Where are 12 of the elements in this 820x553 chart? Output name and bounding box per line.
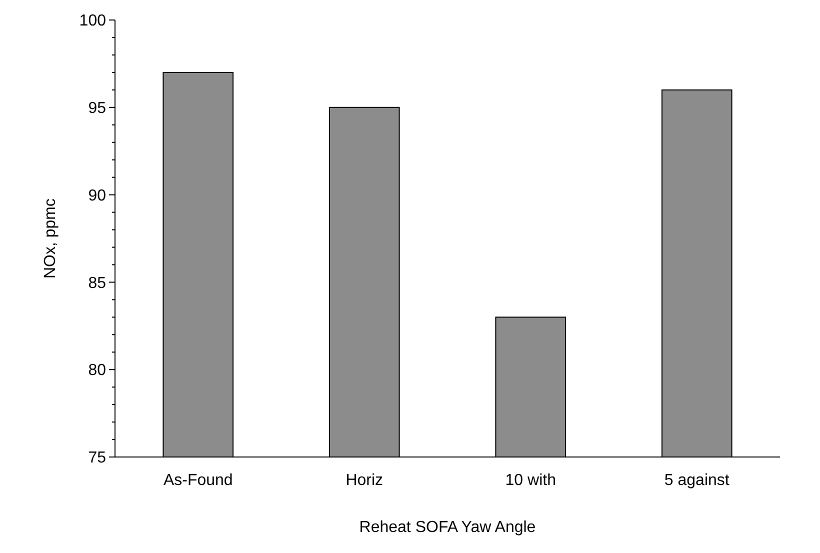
y-tick-label: 100: [79, 12, 106, 30]
y-tick-label: 90: [88, 187, 106, 204]
x-axis-title: Reheat SOFA Yaw Angle: [359, 519, 536, 536]
y-tick-label: 75: [88, 450, 106, 467]
y-tick-label: 95: [88, 100, 106, 117]
x-tick-label: 5 against: [664, 472, 730, 489]
x-tick-label: Horiz: [346, 472, 384, 489]
y-tick-label: 85: [88, 274, 106, 292]
x-tick-label: 10 with: [505, 472, 556, 489]
x-tick-label: As-Found: [163, 472, 233, 489]
y-tick-label: 80: [88, 362, 106, 380]
y-axis-title: NOx, ppmc: [42, 198, 59, 279]
